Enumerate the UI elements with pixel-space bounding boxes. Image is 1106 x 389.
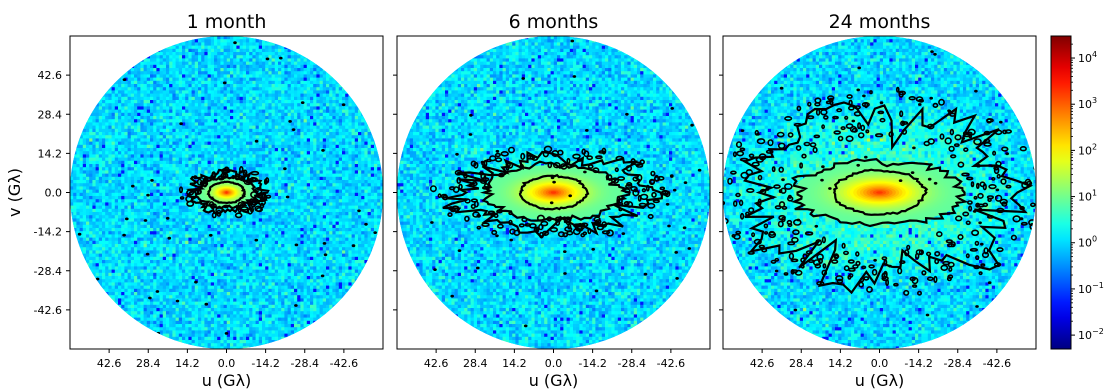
contour-level-3 <box>832 168 929 216</box>
contour-islands <box>179 166 272 219</box>
colorbar-gradient <box>1050 35 1072 350</box>
panel-2: 6 months 42.6 28.4 14.2 0.0 -14.2 -28.4 -42.6 u … <box>393 11 711 389</box>
contour-level-1 <box>742 101 1034 295</box>
contour-level-2 <box>479 160 631 222</box>
panel-title: 6 months <box>509 11 599 33</box>
contours <box>442 150 664 239</box>
x-tick-label: 42.6 <box>750 357 775 370</box>
panel-3: 24 months 42.6 28.4 14.2 0.0 -14.2 -28.4 -42.6 u… <box>719 11 1037 389</box>
contours <box>742 101 1034 295</box>
colorbar-tick-label: 103 <box>1078 96 1097 111</box>
x-tick-label: 14.2 <box>828 357 853 370</box>
contour-level-2 <box>790 158 969 228</box>
noise-dots <box>77 41 378 335</box>
panel-title: 24 months <box>829 11 931 33</box>
y-axis-label: v (Gλ) <box>5 168 24 217</box>
x-tick-label: -42.6 <box>657 357 685 370</box>
x-tick-label: -28.4 <box>291 357 319 370</box>
panel-title: 1 month <box>187 11 267 33</box>
contour-level-3 <box>206 180 246 205</box>
panels: 1 month 42.6 28.4 14.2 0.0 -14.2 -28.4 -42.6 u (… <box>5 11 1037 389</box>
noise-dots <box>430 39 702 328</box>
x-tick-label: -28.4 <box>944 357 972 370</box>
y-tick-label: -14.2 <box>34 226 62 239</box>
colorbar-tick-label: 100 <box>1078 235 1097 250</box>
x-tick-label: 42.6 <box>424 357 449 370</box>
x-axis-label: u (Gλ) <box>855 371 905 389</box>
x-tick-label: 14.2 <box>502 357 527 370</box>
x-tick-label: -42.6 <box>330 357 358 370</box>
y-tick-label: 28.4 <box>38 108 63 121</box>
x-tick-label: 42.6 <box>97 357 122 370</box>
noise-dots <box>740 50 1024 317</box>
contour-level-3 <box>518 173 590 211</box>
contour-islands <box>429 145 671 239</box>
uv-density-map <box>723 36 1036 349</box>
x-tick-label: 0.0 <box>545 357 563 370</box>
x-tick-label: 28.4 <box>136 357 161 370</box>
x-tick-label: 14.2 <box>175 357 200 370</box>
x-tick-label: 0.0 <box>871 357 889 370</box>
colorbar-tick-label: 10−2 <box>1078 327 1104 342</box>
y-tick-label: -28.4 <box>34 265 62 278</box>
colorbar-tick-label: 102 <box>1078 142 1097 157</box>
colorbar: 104 103 102 101 100 10−1 10−2 <box>1050 35 1104 350</box>
x-tick-label: -42.6 <box>983 357 1011 370</box>
x-axis-label: u (Gλ) <box>529 371 579 389</box>
colorbar-tick-label: 101 <box>1078 189 1097 204</box>
uv-density-map <box>397 36 710 349</box>
y-tick-label: -42.6 <box>34 304 62 317</box>
x-axis-label: u (Gλ) <box>202 371 252 389</box>
uv-density-map <box>70 36 383 349</box>
x-tick-label: -14.2 <box>904 357 932 370</box>
x-tick-label: 0.0 <box>218 357 236 370</box>
y-tick-label: 0.0 <box>45 187 63 200</box>
contour-level-1 <box>442 150 664 239</box>
colorbar-tick-label: 104 <box>1078 50 1097 65</box>
x-tick-label: 28.4 <box>463 357 488 370</box>
x-tick-label: -14.2 <box>251 357 279 370</box>
colorbar-tick-label: 10−1 <box>1078 281 1104 296</box>
x-tick-label: -28.4 <box>618 357 646 370</box>
x-tick-label: -14.2 <box>578 357 606 370</box>
x-tick-label: 28.4 <box>789 357 814 370</box>
y-tick-label: 42.6 <box>38 69 63 82</box>
y-tick-label: 14.2 <box>38 147 63 160</box>
panel-1: 1 month 42.6 28.4 14.2 0.0 -14.2 -28.4 -42.6 u (… <box>5 11 384 389</box>
